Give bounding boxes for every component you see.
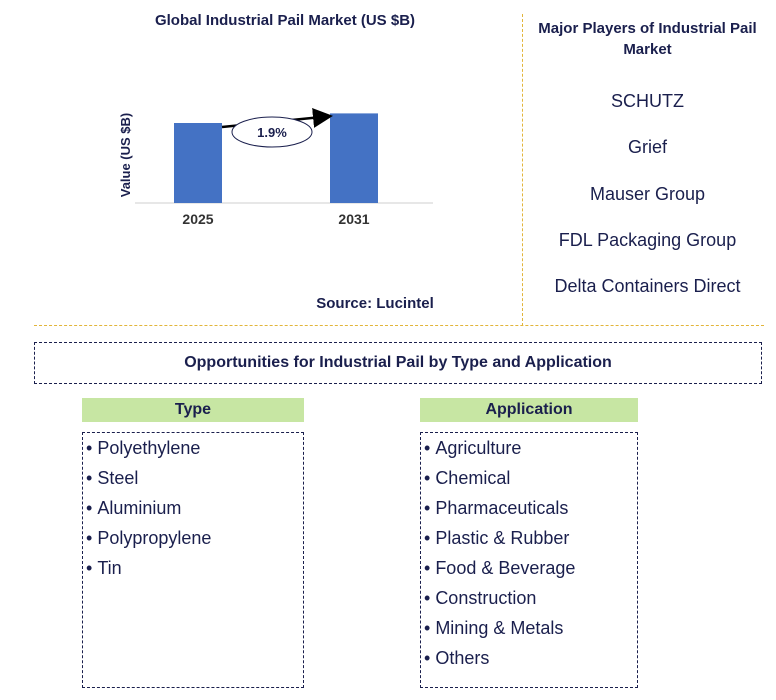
bullet-icon: • (86, 468, 93, 488)
list-item: • Agriculture (424, 438, 522, 458)
list-item: • Chemical (424, 468, 511, 488)
growth-rate-badge (231, 116, 313, 148)
type-header: Type (82, 398, 304, 422)
bullet-icon: • (424, 468, 431, 488)
bullet-icon: • (424, 648, 431, 668)
bullet-icon: • (86, 528, 93, 548)
application-list: • Agriculture • Chemical • Pharmaceuticals … (421, 434, 637, 674)
player-item: FDL Packaging Group (558, 229, 737, 250)
x-tick-label: 2025 (182, 211, 213, 227)
growth-rate-label: 1.9% (257, 125, 287, 140)
bullet-icon: • (86, 498, 93, 518)
list-item: • Food & Beverage (424, 558, 576, 578)
application-header-label: Application (485, 401, 573, 418)
bar-2025 (174, 123, 222, 203)
application-list-box: • Agriculture • Chemical • Pharmaceuticals … (420, 432, 638, 688)
list-item: • Tin (86, 558, 122, 578)
source-note: Source: Lucintel (316, 295, 434, 312)
bar-chart: Value (US $B) 2025 2031 1.9% (118, 107, 433, 227)
player-item: Grief (627, 137, 667, 158)
bullet-icon: • (424, 558, 431, 578)
bullet-icon: • (424, 618, 431, 638)
bullet-icon: • (86, 438, 93, 458)
player-item: SCHUTZ (611, 91, 684, 111)
list-item: • Polypropylene (86, 528, 212, 548)
list-item: • Others (424, 648, 490, 668)
players-list: SCHUTZ Grief Mauser Group FDL Packaging … (530, 88, 765, 319)
list-item: • Plastic & Rubber (424, 528, 570, 548)
type-header-label: Type (174, 401, 212, 418)
type-list: • Polyethylene • Steel • Aluminium • Polypro… (83, 434, 303, 584)
y-axis-label: Value (US $B) (118, 113, 133, 198)
bullet-icon: • (424, 498, 431, 518)
list-item: • Construction (424, 588, 537, 608)
list-item: • Aluminium (86, 498, 182, 518)
chart-title: Global Industrial Pail Market (US $B) (154, 12, 416, 29)
list-item: • Steel (86, 468, 139, 488)
vertical-divider (522, 14, 523, 326)
opportunities-title-box: Opportunities for Industrial Pail by Typ… (34, 342, 762, 384)
players-title: Major Players of Industrial Pail Market (538, 20, 757, 58)
bullet-icon: • (86, 558, 93, 578)
x-tick-label: 2031 (338, 211, 369, 227)
list-item: • Pharmaceuticals (424, 498, 569, 518)
bar-2031 (330, 113, 378, 203)
player-item: Mauser Group (589, 183, 706, 204)
horizontal-divider (34, 325, 764, 326)
bullet-icon: • (424, 588, 431, 608)
opportunities-title: Opportunities for Industrial Pail by Typ… (184, 354, 612, 371)
bullet-icon: • (424, 438, 431, 458)
type-list-box: • Polyethylene • Steel • Aluminium • Polypro… (82, 432, 304, 688)
list-item: • Polyethylene (86, 438, 201, 458)
application-header: Application (420, 398, 638, 422)
bullet-icon: • (424, 528, 431, 548)
list-item: • Mining & Metals (424, 618, 564, 638)
player-item: Delta Containers Direct (554, 276, 741, 297)
